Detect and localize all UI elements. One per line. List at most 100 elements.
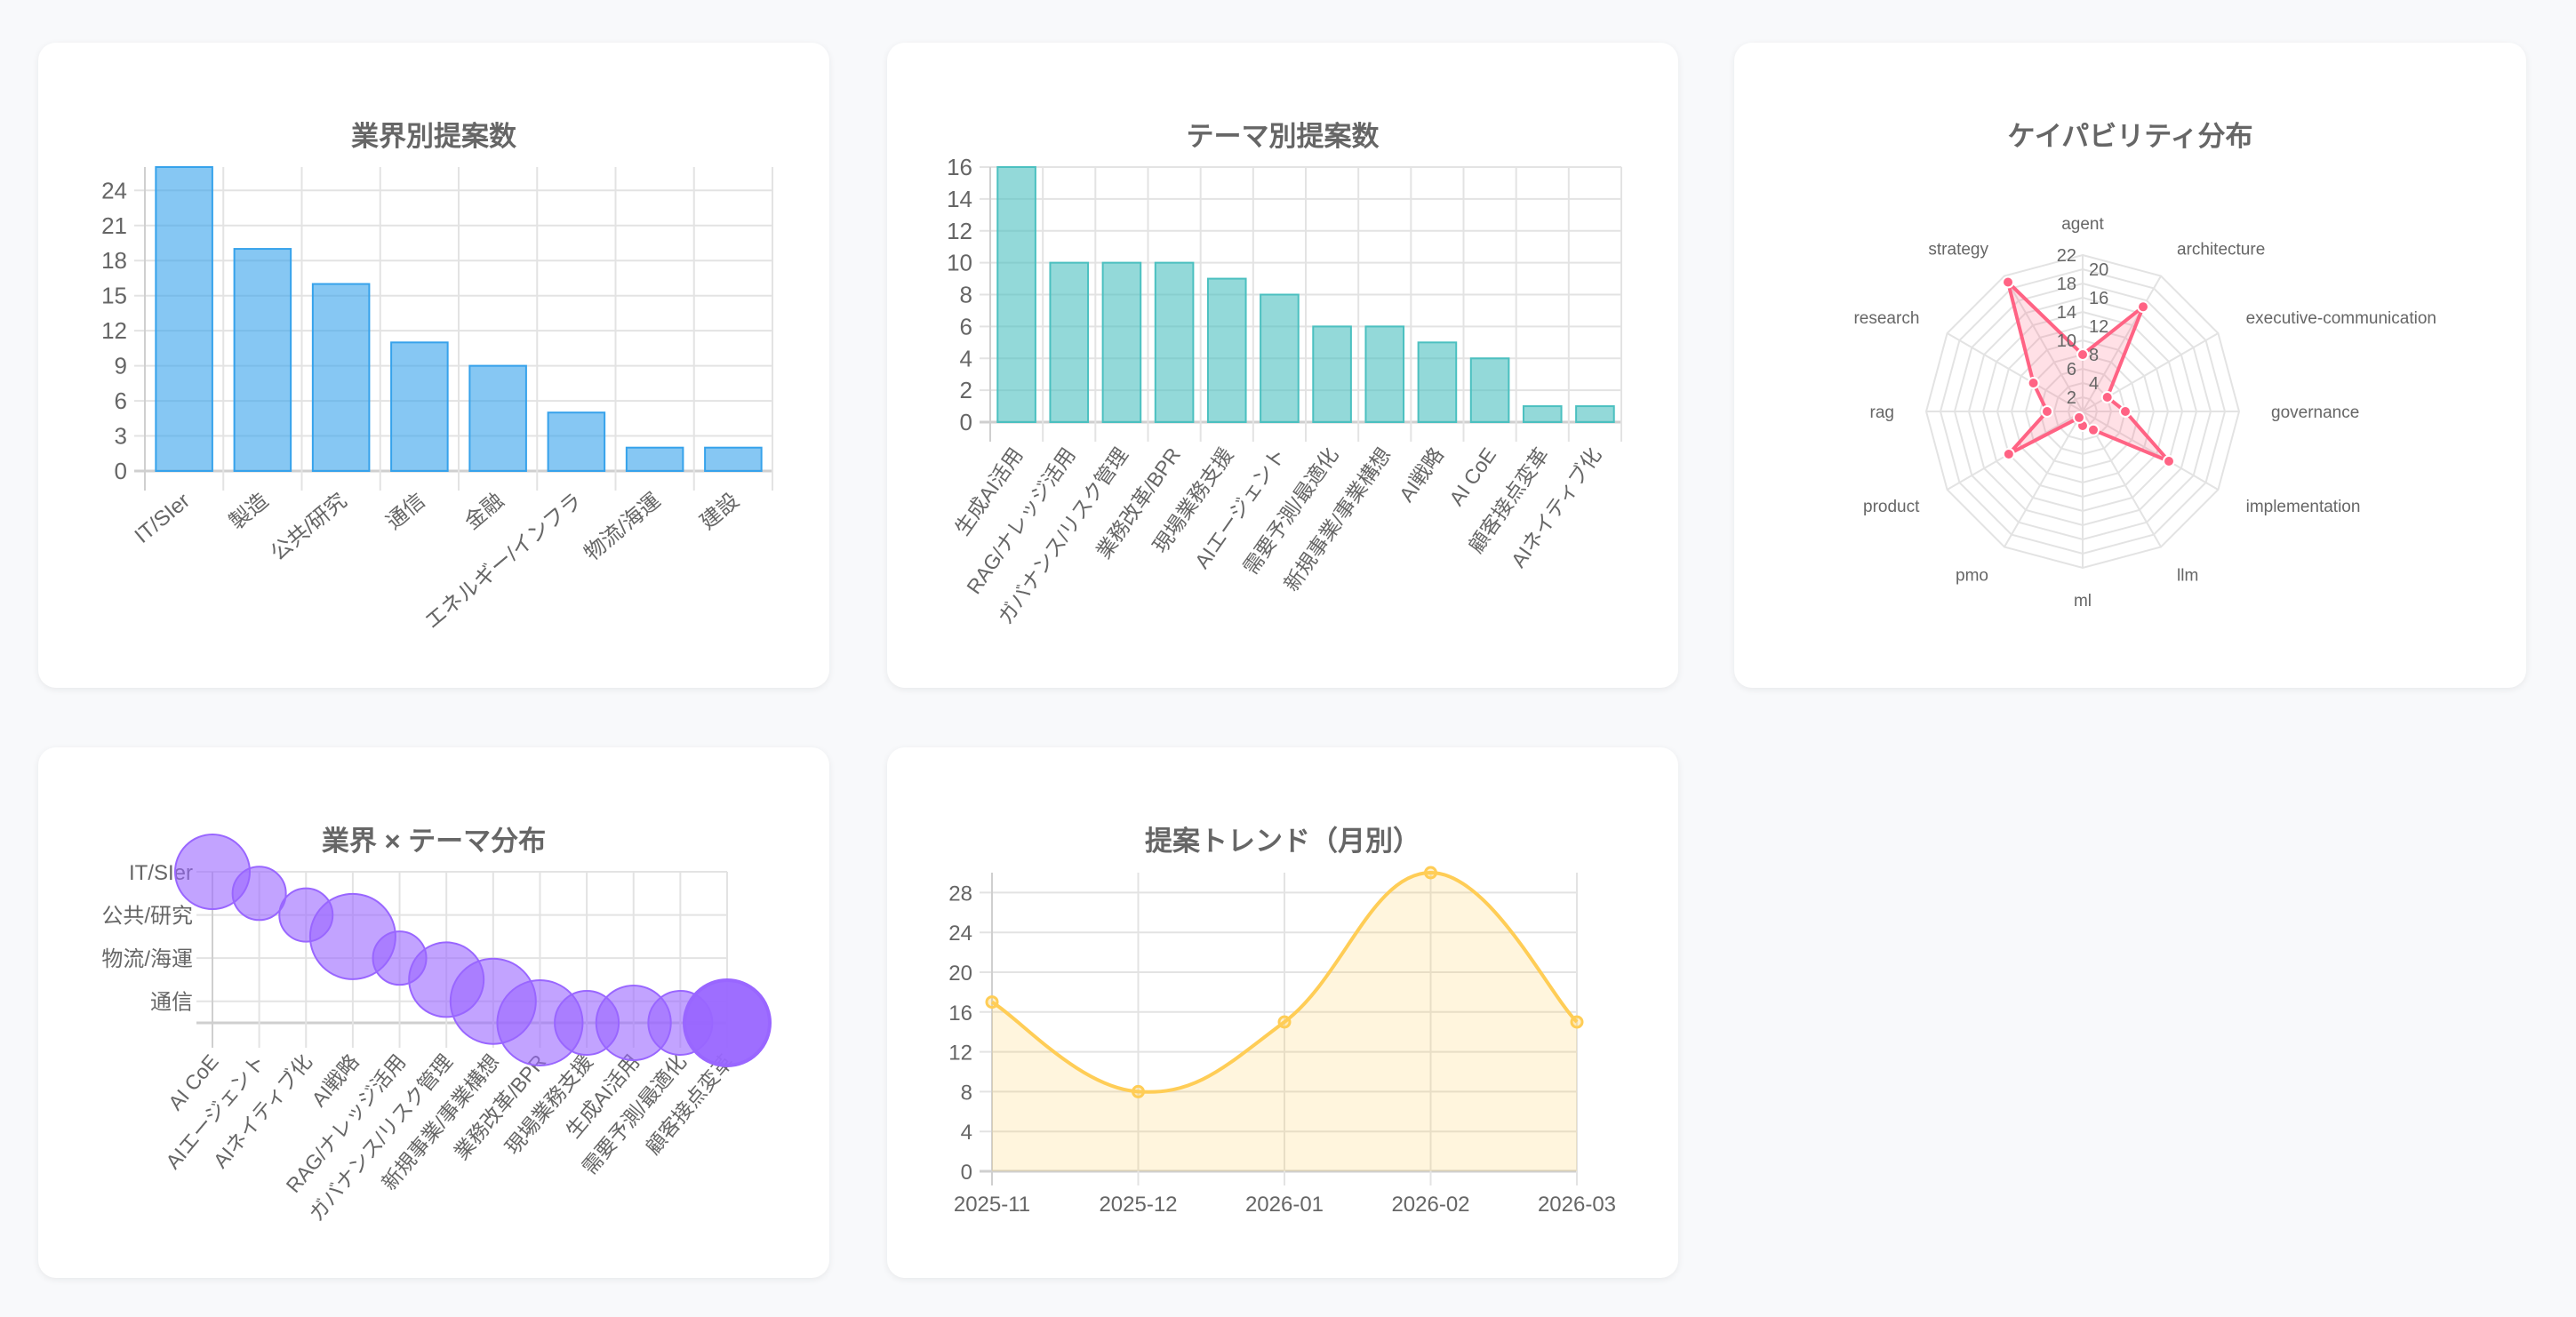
- bar: [996, 166, 1036, 423]
- bubble: [683, 978, 772, 1067]
- y-tick-label: 16: [948, 1002, 972, 1026]
- x-tick-label: 需要予測/最適化: [1238, 443, 1342, 579]
- r-tick-label: 2: [2067, 388, 2076, 408]
- radar-axis-label: implementation: [2246, 498, 2361, 516]
- r-tick-label: 16: [2089, 289, 2108, 308]
- y-tick-label: 6: [115, 387, 127, 414]
- radar-axis-label: governance: [2271, 403, 2359, 422]
- x-tick-label: 2026-03: [1538, 1193, 1616, 1217]
- y-tick-label: 0: [115, 458, 127, 484]
- y-tick-label: 3: [115, 423, 127, 450]
- theme-chart-card: テーマ別提案数 0 2 4 6 8 10 12 14 16 生成AI活用 RAG/ナレッジ活用 ガバナ…: [887, 43, 1678, 688]
- bubble: [231, 866, 287, 922]
- radar-point: [2073, 411, 2085, 424]
- radar-spoke: [1947, 332, 2084, 412]
- y-tick-label: 24: [101, 177, 127, 204]
- radar-point: [2041, 405, 2053, 418]
- bar: [547, 411, 606, 473]
- radar-spoke: [2082, 411, 2219, 491]
- y-tick-label: 8: [960, 282, 972, 308]
- x-tick-label: 金融: [460, 489, 508, 535]
- radar-spoke: [2004, 275, 2084, 412]
- bar: [311, 283, 371, 472]
- radar-axis-label: llm: [2177, 567, 2198, 586]
- bar: [1522, 405, 1563, 423]
- chart-title: ケイパビリティ分布: [2007, 121, 2253, 152]
- r-tick-label: 20: [2089, 260, 2108, 280]
- line-point: [1570, 1015, 1584, 1029]
- radar-point: [2002, 275, 2014, 289]
- radar-point: [2002, 448, 2015, 460]
- radar-spoke: [2082, 275, 2162, 412]
- trend-line-chart: 0 4 8 12 16 20 24 28 2025-11 2025-12 2026-01 2026-0…: [948, 866, 1616, 1217]
- radar-point: [2100, 391, 2114, 403]
- industry-chart-card: 業界別提案数 0 3 6 9 12 15 18 21 24 IT/SIer 製造 公共/研究 通信 金融エ…: [38, 43, 829, 688]
- x-tick-label: 2026-02: [1391, 1193, 1469, 1217]
- radar-axis-label: executive-communication: [2246, 309, 2436, 328]
- industry-theme-chart-card: 業界 × テーマ分布 IT/SIer 公共/研究 物流/海運 通信 AI CoE AIエー…: [38, 747, 829, 1278]
- y-tick-label: 15: [101, 283, 127, 309]
- bar: [468, 364, 527, 472]
- x-tick-label: 2025-12: [1099, 1193, 1177, 1217]
- x-tick-label: 製造: [225, 489, 273, 535]
- x-tick-label: 物流/海運: [580, 489, 665, 566]
- r-tick-label: 10: [2057, 331, 2076, 351]
- line-point: [1277, 1015, 1292, 1029]
- radar-point: [2076, 348, 2089, 361]
- bar: [1260, 293, 1300, 423]
- y-tick-label: 9: [115, 353, 127, 379]
- radar-axis-label: ml: [2074, 592, 2092, 611]
- bar: [1049, 261, 1090, 423]
- x-tick-label: 2025-11: [954, 1193, 1030, 1217]
- x-tick-label: AI戦略: [1395, 443, 1448, 506]
- y-tick-label: 0: [961, 1161, 972, 1185]
- trend-line: [990, 870, 1579, 1094]
- y-tick-label: 物流/海運: [101, 947, 193, 971]
- x-tick-label: 通信: [382, 489, 430, 535]
- y-tick-label: 20: [948, 962, 972, 986]
- r-tick-label: 14: [2057, 303, 2076, 323]
- r-tick-label: 8: [2089, 346, 2099, 365]
- y-tick-label: 12: [101, 317, 127, 344]
- y-tick-label: 18: [101, 247, 127, 274]
- chart-title: テーマ別提案数: [1186, 121, 1380, 152]
- bar: [704, 446, 763, 473]
- bar: [625, 446, 684, 473]
- y-tick-label: 14: [947, 186, 972, 212]
- x-tick-label: 2026-01: [1245, 1193, 1324, 1217]
- y-tick-label: 4: [961, 1121, 972, 1145]
- y-tick-label: 12: [948, 1042, 972, 1066]
- capability-chart-card: ケイパビリティ分布 2 4 6 8 10 12 14 16 18 20 22 agent archite…: [1734, 43, 2526, 688]
- chart-title: 提案トレンド（月別）: [1145, 826, 1420, 857]
- bar: [390, 341, 449, 472]
- radar-axis-label: agent: [2061, 215, 2104, 234]
- r-tick-label: 22: [2057, 246, 2076, 266]
- x-tick-label: AI CoE: [1444, 443, 1500, 510]
- r-tick-label: 18: [2057, 275, 2076, 294]
- bar: [1417, 341, 1458, 423]
- radar-axis-label: architecture: [2177, 240, 2265, 259]
- y-tick-label: 16: [947, 154, 972, 180]
- radar-axis-label: pmo: [1956, 567, 1988, 586]
- r-tick-label: 4: [2089, 374, 2099, 394]
- x-tick-label: 公共/研究: [266, 489, 351, 566]
- radar-point: [2137, 300, 2149, 314]
- theme-bar-chart: 0246810121416生成AI活用RAG/ナレッジ活用ガバナンス/リスク管理…: [947, 154, 1622, 628]
- y-tick-label: 28: [948, 882, 972, 906]
- radar-spoke: [2004, 411, 2084, 547]
- radar-axis-label: research: [1853, 309, 1919, 328]
- r-tick-label: 6: [2067, 360, 2076, 379]
- line-point: [1132, 1084, 1145, 1098]
- line-point: [985, 995, 999, 1010]
- y-tick-label: 0: [960, 409, 972, 435]
- bar: [155, 166, 213, 472]
- bar: [1575, 405, 1615, 423]
- radar-point: [2027, 377, 2040, 389]
- x-tick-label: IT/SIer: [130, 489, 195, 548]
- bar: [1312, 325, 1352, 423]
- y-tick-label: 10: [947, 250, 972, 276]
- bar: [1101, 261, 1142, 423]
